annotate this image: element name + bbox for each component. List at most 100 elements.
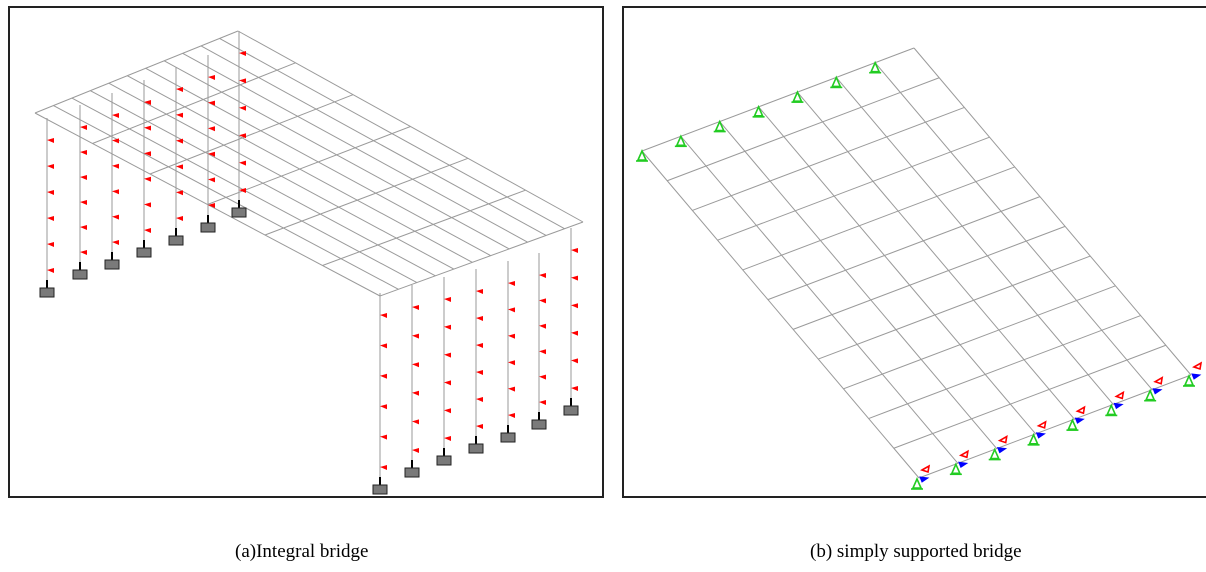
abutment-pile: [231, 31, 247, 218]
pin-support: [636, 149, 648, 162]
spring-symbol: [47, 216, 54, 221]
figure-panel-simply-supported-bridge: [622, 6, 1206, 498]
grid-line: [835, 77, 1114, 405]
spring-symbol: [380, 343, 387, 349]
spring-symbol: [239, 133, 246, 139]
spring-symbol: [412, 305, 419, 310]
spring-symbol: [476, 370, 483, 375]
spring-symbol: [571, 248, 578, 253]
support-blue-symbol: [1113, 402, 1124, 410]
spring-symbol: [508, 413, 515, 418]
spring-symbol: [112, 113, 119, 118]
support-red-symbol: [1153, 376, 1164, 385]
pile-cap: [372, 484, 388, 495]
spring-symbol: [444, 380, 451, 386]
pile-cap: [468, 443, 484, 454]
spring-symbol: [508, 281, 515, 286]
abutment-pile: [563, 228, 579, 416]
spring-symbol: [539, 273, 546, 278]
abutment-pile: [500, 261, 516, 443]
grid-line: [149, 94, 354, 175]
abutment-pile: [136, 80, 152, 258]
support-red-symbol: [1036, 420, 1047, 429]
support-triangle: [869, 60, 881, 73]
pile-cap: [563, 405, 579, 416]
roller-support: [949, 449, 969, 476]
grid-line: [717, 136, 990, 241]
pin-support: [674, 134, 687, 148]
support-red-symbol: [1192, 361, 1203, 371]
spring-symbol: [144, 125, 151, 131]
roller-support: [988, 435, 1008, 461]
spring-symbol: [571, 358, 578, 364]
spring-symbol: [380, 373, 387, 379]
pile-cap: [168, 235, 184, 246]
spring-symbol: [80, 175, 87, 180]
pile-cap: [72, 269, 88, 280]
spring-symbol: [539, 349, 546, 355]
support-triangle: [911, 477, 923, 489]
spring-symbol: [208, 75, 215, 80]
spring-symbol: [444, 352, 451, 358]
abutment-pile: [104, 93, 120, 270]
spring-symbol: [508, 307, 515, 313]
spring-symbol: [380, 313, 387, 318]
support-red-symbol: [920, 464, 931, 474]
support-triangle: [1106, 403, 1117, 416]
simply-supported-bridge-drawing: [636, 47, 1203, 490]
pile-cap: [404, 467, 420, 478]
spring-symbol: [208, 100, 215, 106]
abutment-pile: [200, 55, 216, 233]
grid-line: [792, 225, 1066, 330]
spring-symbol: [539, 374, 546, 380]
integral-bridge-drawing: [34, 30, 584, 495]
grid-line: [207, 126, 411, 205]
pile-cap: [531, 419, 547, 430]
grid-line: [868, 315, 1141, 420]
spring-symbol: [508, 333, 515, 339]
spring-symbol: [176, 87, 183, 92]
support-triangle: [831, 75, 842, 88]
spring-symbol: [539, 298, 546, 304]
spring-symbol: [176, 190, 183, 196]
support-red-symbol: [997, 435, 1008, 444]
grid-line: [874, 62, 1153, 391]
spring-symbol: [571, 303, 578, 309]
spring-symbol: [144, 228, 151, 233]
support-blue-symbol: [1152, 388, 1163, 395]
spring-symbol: [176, 112, 183, 118]
grid-line: [758, 106, 1036, 435]
grid-line: [264, 157, 469, 236]
support-triangle: [1067, 418, 1078, 430]
support-triangle: [1028, 432, 1039, 445]
spring-symbol: [412, 362, 419, 368]
figure-panel-integral-bridge: [8, 6, 604, 498]
spring-symbol: [112, 214, 119, 220]
spring-symbol: [476, 316, 483, 321]
spring-symbol: [112, 138, 119, 144]
spring-symbol: [239, 51, 246, 56]
grid-line: [797, 91, 1075, 420]
roller-support: [911, 464, 931, 490]
spring-symbol: [176, 164, 183, 170]
abutment-pile: [372, 293, 388, 495]
spring-symbol: [208, 177, 215, 183]
grid-line: [692, 106, 965, 211]
spring-symbol: [539, 400, 546, 405]
spring-symbol: [476, 397, 483, 402]
support-triangle: [636, 149, 648, 161]
pile-cap: [231, 207, 247, 218]
grid-line: [641, 150, 920, 479]
spring-symbol: [508, 386, 515, 392]
abutment-pile: [39, 118, 55, 298]
roller-support: [1183, 361, 1203, 387]
spring-symbol: [176, 138, 183, 144]
support-triangle: [950, 462, 962, 475]
spring-symbol: [112, 189, 119, 195]
support-blue-symbol: [1191, 373, 1202, 380]
grid-line: [641, 47, 915, 152]
grid-line: [322, 189, 526, 266]
roller-support: [1027, 420, 1047, 446]
pin-support: [830, 75, 843, 89]
abutment-pile: [436, 277, 452, 466]
